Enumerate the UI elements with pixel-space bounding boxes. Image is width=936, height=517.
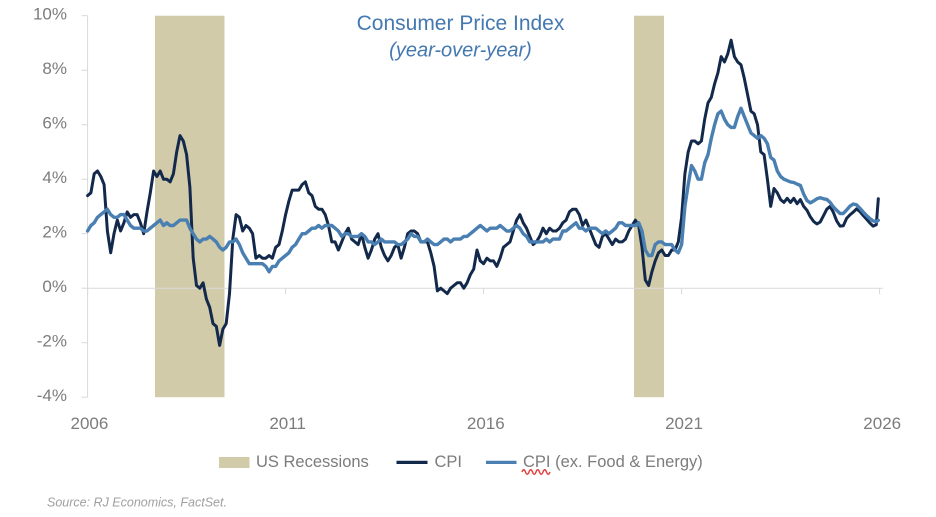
svg-text:2016: 2016 <box>467 414 505 433</box>
svg-text:8%: 8% <box>42 59 67 78</box>
svg-text:2011: 2011 <box>269 414 306 433</box>
svg-text:CPI (ex. Food & Energy): CPI (ex. Food & Energy) <box>523 453 703 471</box>
svg-text:2026: 2026 <box>863 414 901 433</box>
svg-text:-4%: -4% <box>37 386 67 405</box>
svg-text:6%: 6% <box>42 114 67 133</box>
svg-text:2006: 2006 <box>70 414 108 433</box>
svg-text:2021: 2021 <box>665 414 703 433</box>
svg-text:10%: 10% <box>33 5 67 24</box>
svg-text:Consumer Price Index: Consumer Price Index <box>357 12 565 35</box>
svg-text:CPI: CPI <box>435 453 463 471</box>
svg-text:-2%: -2% <box>37 332 67 351</box>
svg-text:US Recessions: US Recessions <box>256 453 369 471</box>
svg-text:2%: 2% <box>42 223 67 242</box>
svg-text:(year-over-year): (year-over-year) <box>389 40 532 62</box>
svg-text:4%: 4% <box>42 168 67 187</box>
svg-text:Source: RJ Economics, FactSet.: Source: RJ Economics, FactSet. <box>47 496 227 510</box>
svg-text:0%: 0% <box>42 277 67 296</box>
